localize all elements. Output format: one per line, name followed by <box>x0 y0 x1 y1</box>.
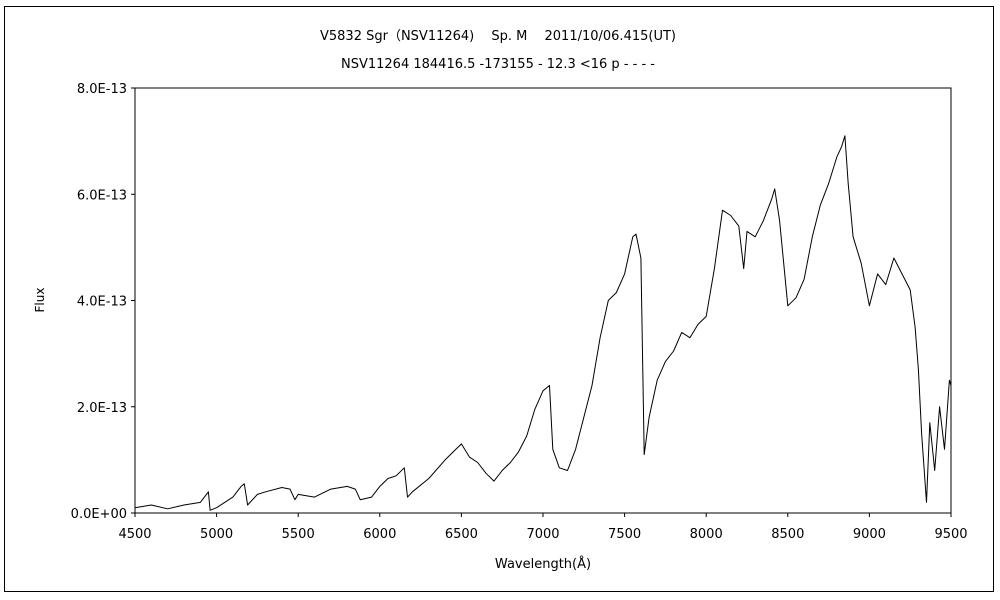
x-tick-label: 9000 <box>853 527 886 542</box>
x-tick-label: 6500 <box>445 527 478 542</box>
y-tick-label: 4.0E-13 <box>77 295 127 310</box>
chart-title: V5832 Sgr（NSV11264) Sp. M 2011/10/06.415… <box>320 29 676 44</box>
plot-area <box>134 87 952 514</box>
spectrum-chart: V5832 Sgr（NSV11264) Sp. M 2011/10/06.415… <box>33 29 968 572</box>
x-tick-label: 7500 <box>608 527 641 542</box>
series-layer <box>134 135 952 511</box>
x-tick-label: 4500 <box>118 527 151 542</box>
y-tick-label: 6.0E-13 <box>77 188 127 203</box>
x-tick-label: 8500 <box>771 527 804 542</box>
x-tick-label: 8000 <box>690 527 723 542</box>
spectrum-line <box>134 135 952 511</box>
x-axis-label: Wavelength(Å) <box>495 556 591 572</box>
y-axis-label: Flux <box>33 288 47 313</box>
x-tick-label: 5500 <box>282 527 315 542</box>
chart-subtitle: NSV11264 184416.5 -173155 - 12.3 <16 p -… <box>341 57 655 72</box>
x-tick-label: 5000 <box>200 527 233 542</box>
x-tick-label: 9500 <box>934 527 967 542</box>
y-tick-label: 0.0E+00 <box>71 507 127 522</box>
axis-ticks: 4500 5000 5500 6000 6500 7000 7500 8000 8500 9000… <box>71 82 968 542</box>
y-tick-label: 2.0E-13 <box>77 401 127 416</box>
x-tick-label: 7000 <box>526 527 559 542</box>
y-tick-label: 8.0E-13 <box>77 82 127 97</box>
x-tick-label: 6000 <box>363 527 396 542</box>
chart-frame: V5832 Sgr（NSV11264) Sp. M 2011/10/06.415… <box>4 6 994 592</box>
